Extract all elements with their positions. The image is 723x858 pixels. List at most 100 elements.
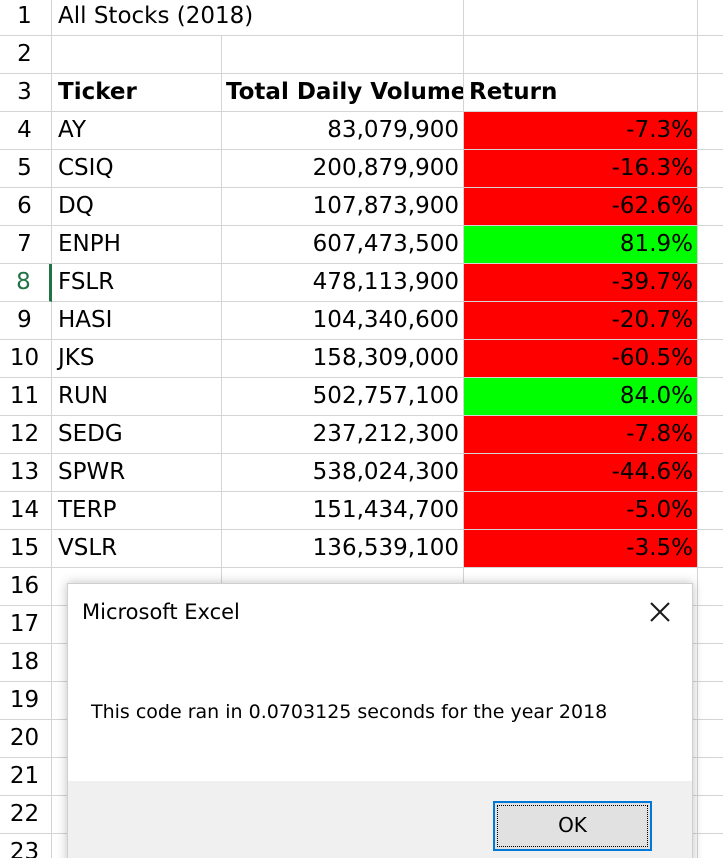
return-cell[interactable]: -20.7% — [464, 302, 698, 340]
return-cell[interactable]: -44.6% — [464, 454, 698, 492]
row-header[interactable]: 3 — [0, 74, 52, 112]
empty-cell[interactable] — [698, 150, 723, 188]
row-header[interactable]: 17 — [0, 606, 52, 644]
return-cell[interactable]: -3.5% — [464, 530, 698, 568]
row-header[interactable]: 10 — [0, 340, 52, 378]
volume-cell[interactable]: 502,757,100 — [222, 378, 464, 416]
empty-cell[interactable] — [698, 606, 723, 644]
volume-cell[interactable]: 83,079,900 — [222, 112, 464, 150]
row-header[interactable]: 18 — [0, 644, 52, 682]
row-header[interactable]: 19 — [0, 682, 52, 720]
row-header[interactable]: 4 — [0, 112, 52, 150]
empty-cell[interactable] — [698, 340, 723, 378]
empty-cell[interactable] — [464, 0, 698, 36]
ticker-cell[interactable]: SPWR — [52, 454, 222, 492]
sheet-row: 2 — [0, 36, 723, 74]
empty-cell[interactable] — [698, 378, 723, 416]
row-header[interactable]: 14 — [0, 492, 52, 530]
ticker-cell[interactable]: CSIQ — [52, 150, 222, 188]
return-cell[interactable]: -7.3% — [464, 112, 698, 150]
return-cell[interactable]: -7.8% — [464, 416, 698, 454]
dialog-message: This code ran in 0.0703125 seconds for t… — [91, 701, 608, 723]
row-header[interactable]: 7 — [0, 226, 52, 264]
ticker-cell[interactable]: TERP — [52, 492, 222, 530]
empty-cell[interactable] — [698, 226, 723, 264]
row-header[interactable]: 21 — [0, 758, 52, 796]
return-cell[interactable]: -62.6% — [464, 188, 698, 226]
empty-cell[interactable] — [698, 188, 723, 226]
ticker-cell[interactable]: VSLR — [52, 530, 222, 568]
row-header[interactable]: 6 — [0, 188, 52, 226]
ticker-cell[interactable]: RUN — [52, 378, 222, 416]
empty-cell[interactable] — [698, 758, 723, 796]
ticker-cell[interactable]: JKS — [52, 340, 222, 378]
empty-cell[interactable] — [222, 36, 464, 74]
empty-cell[interactable] — [698, 644, 723, 682]
ticker-cell[interactable]: ENPH — [52, 226, 222, 264]
return-cell[interactable]: 84.0% — [464, 378, 698, 416]
volume-cell[interactable]: 607,473,500 — [222, 226, 464, 264]
close-icon[interactable] — [642, 594, 678, 630]
ticker-cell[interactable]: AY — [52, 112, 222, 150]
empty-cell[interactable] — [698, 454, 723, 492]
return-header[interactable]: Return — [464, 74, 698, 112]
row-header[interactable]: 15 — [0, 530, 52, 568]
empty-cell[interactable] — [52, 36, 222, 74]
volume-cell[interactable]: 200,879,900 — [222, 150, 464, 188]
return-cell[interactable]: -16.3% — [464, 150, 698, 188]
empty-cell[interactable] — [464, 36, 698, 74]
empty-cell[interactable] — [464, 834, 698, 858]
volume-cell[interactable]: 478,113,900 — [222, 264, 464, 302]
sheet-row: 23 — [0, 834, 723, 858]
volume-cell[interactable]: 151,434,700 — [222, 492, 464, 530]
empty-cell[interactable] — [698, 0, 723, 36]
return-cell[interactable]: 81.9% — [464, 226, 698, 264]
ticker-cell[interactable]: DQ — [52, 188, 222, 226]
empty-cell[interactable] — [698, 36, 723, 74]
return-cell[interactable]: -39.7% — [464, 264, 698, 302]
row-header[interactable]: 9 — [0, 302, 52, 340]
empty-cell[interactable] — [698, 796, 723, 834]
volume-cell[interactable]: 104,340,600 — [222, 302, 464, 340]
row-header[interactable]: 23 — [0, 834, 52, 858]
empty-cell[interactable] — [698, 492, 723, 530]
sheet-title-cell[interactable]: All Stocks (2018) — [52, 0, 464, 36]
volume-cell[interactable]: 237,212,300 — [222, 416, 464, 454]
row-header[interactable]: 13 — [0, 454, 52, 492]
return-cell[interactable]: -5.0% — [464, 492, 698, 530]
row-header-selected[interactable]: 8 — [0, 264, 52, 302]
empty-cell[interactable] — [698, 568, 723, 606]
row-header[interactable]: 2 — [0, 36, 52, 74]
row-header[interactable]: 16 — [0, 568, 52, 606]
empty-cell[interactable] — [698, 302, 723, 340]
empty-cell[interactable] — [698, 834, 723, 858]
ticker-cell[interactable]: HASI — [52, 302, 222, 340]
empty-cell[interactable] — [698, 112, 723, 150]
row-header[interactable]: 12 — [0, 416, 52, 454]
row-header[interactable]: 22 — [0, 796, 52, 834]
row-header[interactable]: 20 — [0, 720, 52, 758]
row-header[interactable]: 5 — [0, 150, 52, 188]
table-row: 15 VSLR 136,539,100 -3.5% — [0, 530, 723, 568]
row-header[interactable]: 1 — [0, 0, 52, 36]
volume-cell[interactable]: 107,873,900 — [222, 188, 464, 226]
sheet-row: 1 All Stocks (2018) — [0, 0, 723, 36]
empty-cell[interactable] — [698, 720, 723, 758]
empty-cell[interactable] — [698, 416, 723, 454]
volume-header[interactable]: Total Daily Volume — [222, 74, 464, 112]
empty-cell[interactable] — [698, 74, 723, 112]
volume-cell[interactable]: 158,309,000 — [222, 340, 464, 378]
ok-button[interactable]: OK — [493, 801, 652, 851]
volume-cell[interactable]: 136,539,100 — [222, 530, 464, 568]
empty-cell[interactable] — [698, 264, 723, 302]
empty-cell[interactable] — [698, 530, 723, 568]
volume-cell[interactable]: 538,024,300 — [222, 454, 464, 492]
table-row: 10 JKS 158,309,000 -60.5% — [0, 340, 723, 378]
return-cell[interactable]: -60.5% — [464, 340, 698, 378]
ticker-cell[interactable]: FSLR — [52, 264, 222, 302]
empty-cell[interactable] — [698, 682, 723, 720]
ticker-cell[interactable]: SEDG — [52, 416, 222, 454]
row-header[interactable]: 11 — [0, 378, 52, 416]
ticker-header[interactable]: Ticker — [52, 74, 222, 112]
